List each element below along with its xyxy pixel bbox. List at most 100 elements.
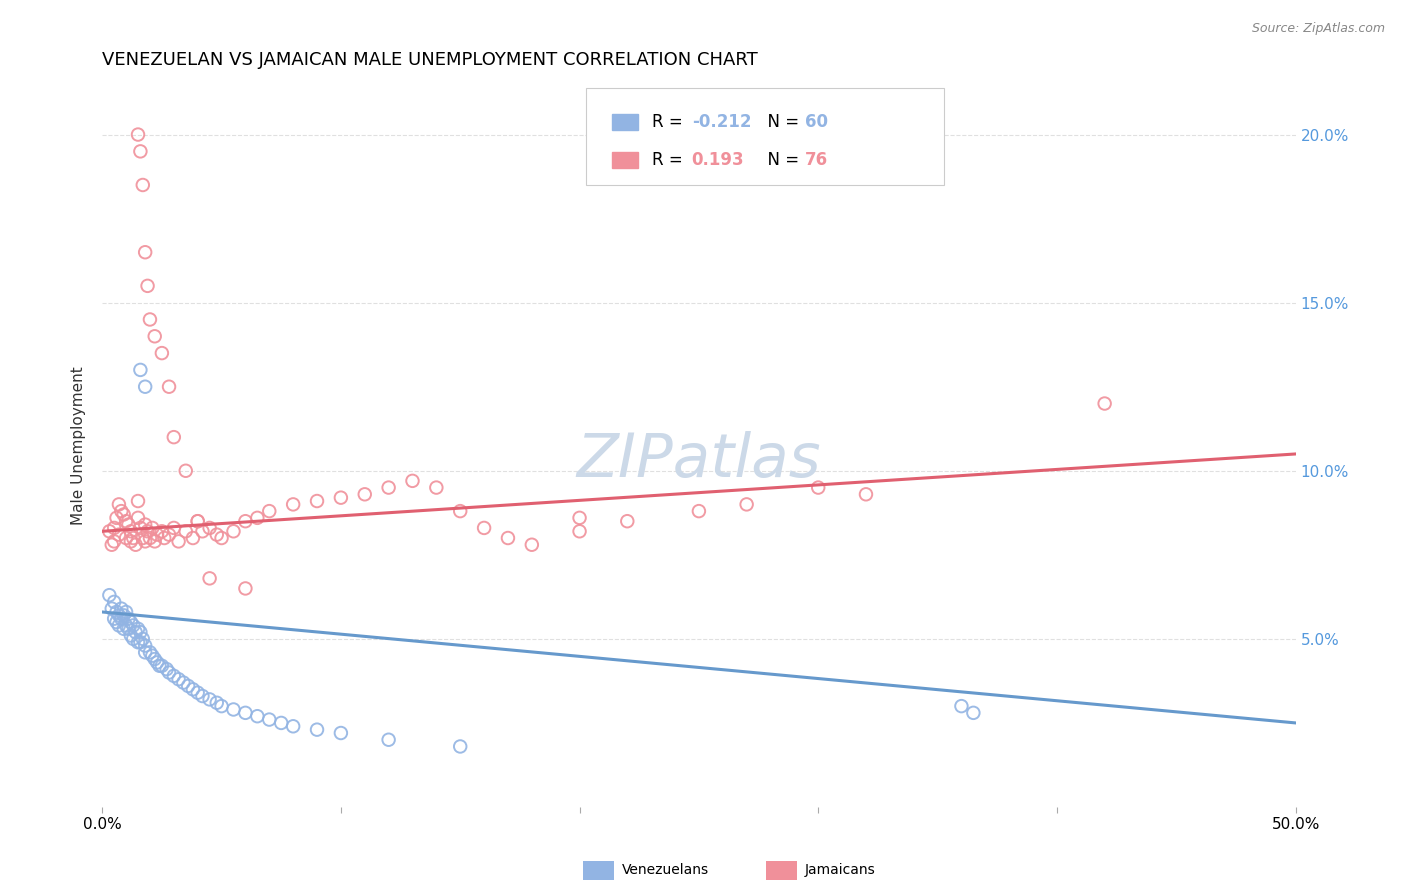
Point (688, 504, 710, 518)
Point (127, 622, 149, 636)
Point (270, 715, 292, 730)
Point (120, 524, 142, 539)
Point (122, 632, 145, 646)
Point (100, 538, 122, 552)
Point (117, 622, 139, 636)
Text: Source: ZipAtlas.com: Source: ZipAtlas.com (1251, 22, 1385, 36)
Point (377, 481, 399, 495)
Point (143, 534, 166, 549)
Point (174, 524, 197, 539)
Point (191, 524, 214, 539)
Point (129, 145, 152, 159)
Point (735, 497, 758, 511)
Point (117, 612, 139, 626)
Point (143, 329, 166, 343)
Point (112, 608, 135, 623)
Text: VENEZUELAN VS JAMAICAN MALE UNEMPLOYMENT CORRELATION CHART: VENEZUELAN VS JAMAICAN MALE UNEMPLOYMENT… (103, 51, 758, 69)
Point (425, 481, 447, 495)
Point (122, 531, 145, 545)
Point (187, 514, 209, 528)
Point (353, 487, 375, 501)
Text: -0.212: -0.212 (692, 112, 751, 130)
Point (172, 675, 194, 690)
Point (211, 531, 233, 545)
Point (115, 605, 138, 619)
Point (305, 494, 328, 508)
Point (100, 601, 122, 615)
Point (110, 601, 132, 615)
Text: ZIPatlas: ZIPatlas (576, 431, 821, 490)
Point (141, 648, 163, 663)
Point (157, 527, 180, 541)
Point (401, 474, 423, 488)
Point (163, 521, 186, 535)
Point (115, 514, 138, 528)
Point (136, 278, 159, 293)
Point (108, 497, 131, 511)
Point (222, 702, 245, 716)
Point (962, 706, 984, 720)
Point (246, 511, 269, 525)
Point (110, 504, 132, 518)
Point (950, 699, 973, 714)
Point (191, 689, 214, 703)
Point (520, 538, 543, 552)
Point (148, 658, 170, 673)
Point (139, 531, 162, 545)
Point (112, 508, 135, 522)
Point (283, 719, 305, 733)
Point (235, 706, 257, 720)
Point (198, 521, 221, 535)
Point (124, 625, 146, 640)
Point (807, 481, 830, 495)
Point (120, 628, 142, 642)
Point (115, 531, 138, 545)
Point (103, 612, 125, 626)
Point (132, 632, 155, 646)
Text: N =: N = (758, 151, 804, 169)
Point (616, 514, 638, 528)
Point (329, 726, 352, 740)
Point (134, 517, 156, 532)
Text: 76: 76 (806, 151, 828, 169)
FancyBboxPatch shape (612, 152, 638, 168)
Point (117, 517, 139, 532)
Point (115, 618, 138, 632)
Point (105, 615, 128, 629)
Y-axis label: Male Unemployment: Male Unemployment (72, 367, 86, 524)
Point (124, 538, 146, 552)
Point (112, 622, 135, 636)
FancyBboxPatch shape (612, 113, 638, 129)
Point (120, 615, 142, 629)
Point (167, 534, 190, 549)
Point (132, 531, 155, 545)
Point (150, 524, 173, 539)
Point (157, 665, 180, 680)
Point (134, 534, 156, 549)
Point (136, 524, 159, 539)
Point (187, 514, 209, 528)
Point (127, 494, 149, 508)
Point (235, 582, 257, 596)
Point (449, 739, 471, 754)
Point (139, 645, 162, 659)
Point (146, 656, 169, 670)
Point (105, 511, 128, 525)
FancyBboxPatch shape (585, 87, 943, 186)
Point (187, 686, 209, 700)
Point (108, 527, 131, 541)
Point (198, 571, 221, 585)
Text: R =: R = (652, 112, 689, 130)
Point (129, 363, 152, 377)
Point (134, 645, 156, 659)
Point (132, 178, 155, 192)
Point (143, 652, 166, 666)
Point (181, 531, 204, 545)
Point (568, 524, 591, 539)
Point (141, 521, 163, 535)
Point (98, 588, 121, 602)
Point (449, 504, 471, 518)
Text: Venezuelans: Venezuelans (621, 863, 709, 877)
Point (472, 521, 495, 535)
Point (108, 608, 131, 623)
